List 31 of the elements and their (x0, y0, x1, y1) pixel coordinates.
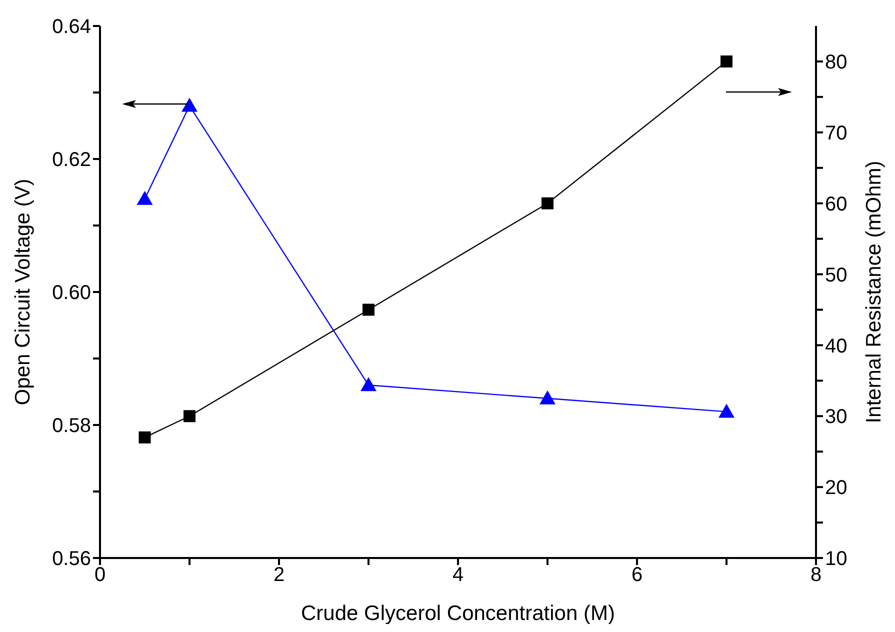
point (136, 190, 153, 205)
x-axis-title: Crude Glycerol Concentration (M) (301, 602, 615, 625)
y2-tick-label: 60 (825, 193, 848, 216)
point (138, 431, 151, 444)
y-tick-label: 0.60 (52, 282, 91, 304)
y-axis-title: Open Circuit Voltage (V) (11, 178, 34, 406)
x-tick-label: 4 (452, 564, 464, 586)
y-tick-label: 0.58 (52, 415, 91, 438)
y-tick-label: 0.62 (52, 149, 91, 172)
x-tick-label: 0 (94, 564, 106, 586)
y2-tick-label: 50 (825, 264, 848, 286)
y2-tick-label: 30 (825, 406, 848, 428)
y-tick-label: 0.56 (52, 548, 91, 570)
y2-tick-label: 20 (825, 477, 848, 500)
y2-tick-label: 40 (825, 335, 848, 358)
x-tick-label: 2 (273, 564, 285, 586)
y2-tick-label: 70 (825, 122, 848, 144)
point (720, 55, 732, 68)
y2-tick-label: 80 (825, 52, 848, 74)
point (360, 377, 376, 392)
point (182, 98, 198, 112)
point (184, 410, 196, 422)
y2-axis-title: Internal Resistance (mOhm) (862, 160, 886, 424)
point (542, 197, 554, 210)
point (540, 390, 556, 404)
y2-tick-label: 10 (825, 548, 848, 570)
y-tick-label: 0.64 (52, 16, 91, 38)
point (718, 404, 734, 418)
x-tick-label: 6 (631, 564, 643, 586)
point (362, 304, 374, 316)
x-tick-label: 8 (810, 564, 822, 586)
